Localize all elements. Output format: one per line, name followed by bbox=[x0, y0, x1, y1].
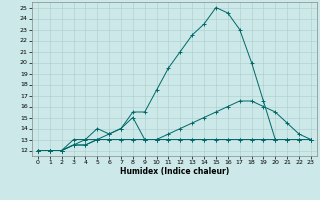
X-axis label: Humidex (Indice chaleur): Humidex (Indice chaleur) bbox=[120, 167, 229, 176]
